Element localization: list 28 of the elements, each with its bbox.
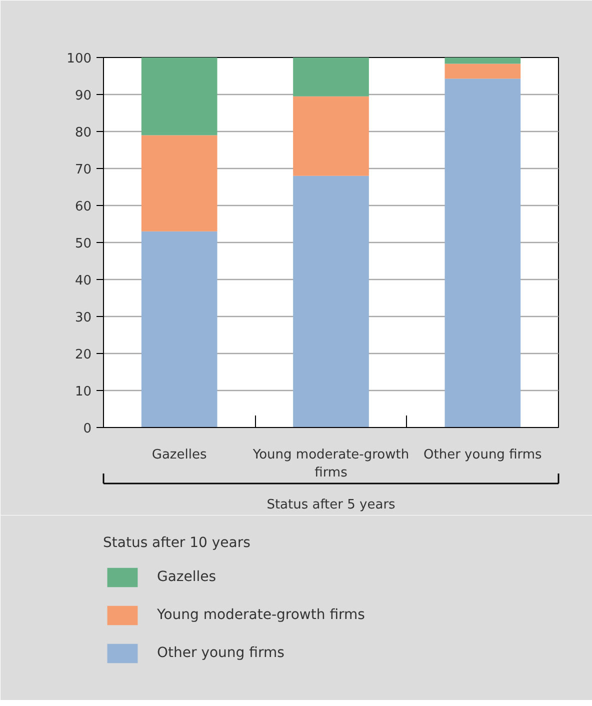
bar bbox=[141, 58, 218, 136]
bar bbox=[141, 135, 218, 232]
y-tick-label: 0 bbox=[83, 422, 92, 436]
legend-label: Other young firms bbox=[157, 645, 284, 661]
x-axis-title: Status after 5 years bbox=[266, 498, 396, 512]
x-tick-label: Gazelles bbox=[152, 448, 207, 462]
y-tick-label: 10 bbox=[74, 384, 92, 400]
legend-label: Young moderate-growth firms bbox=[157, 607, 365, 623]
legend-label: Gazelles bbox=[157, 569, 216, 585]
y-tick-label: 70 bbox=[74, 162, 92, 178]
bar bbox=[293, 96, 369, 176]
bar bbox=[444, 78, 521, 428]
y-tick-label: 40 bbox=[74, 274, 92, 288]
x-tick-label: Other young firms bbox=[424, 448, 542, 462]
y-tick-label: 80 bbox=[74, 126, 92, 140]
y-tick-label: 50 bbox=[74, 236, 92, 252]
y-tick-label: 100 bbox=[66, 52, 92, 66]
bar bbox=[444, 64, 521, 79]
bar bbox=[141, 231, 218, 428]
bar bbox=[293, 176, 369, 428]
y-tick-label: 20 bbox=[74, 348, 92, 362]
legend-title: Status after 10 years bbox=[103, 535, 252, 551]
y-tick-label: 90 bbox=[74, 88, 92, 104]
bar bbox=[444, 58, 521, 64]
bar bbox=[293, 58, 369, 96]
y-tick-label: 60 bbox=[74, 200, 92, 214]
y-tick-label: 30 bbox=[74, 310, 92, 326]
x-tick-label: Young moderate-growth firms bbox=[252, 448, 410, 480]
